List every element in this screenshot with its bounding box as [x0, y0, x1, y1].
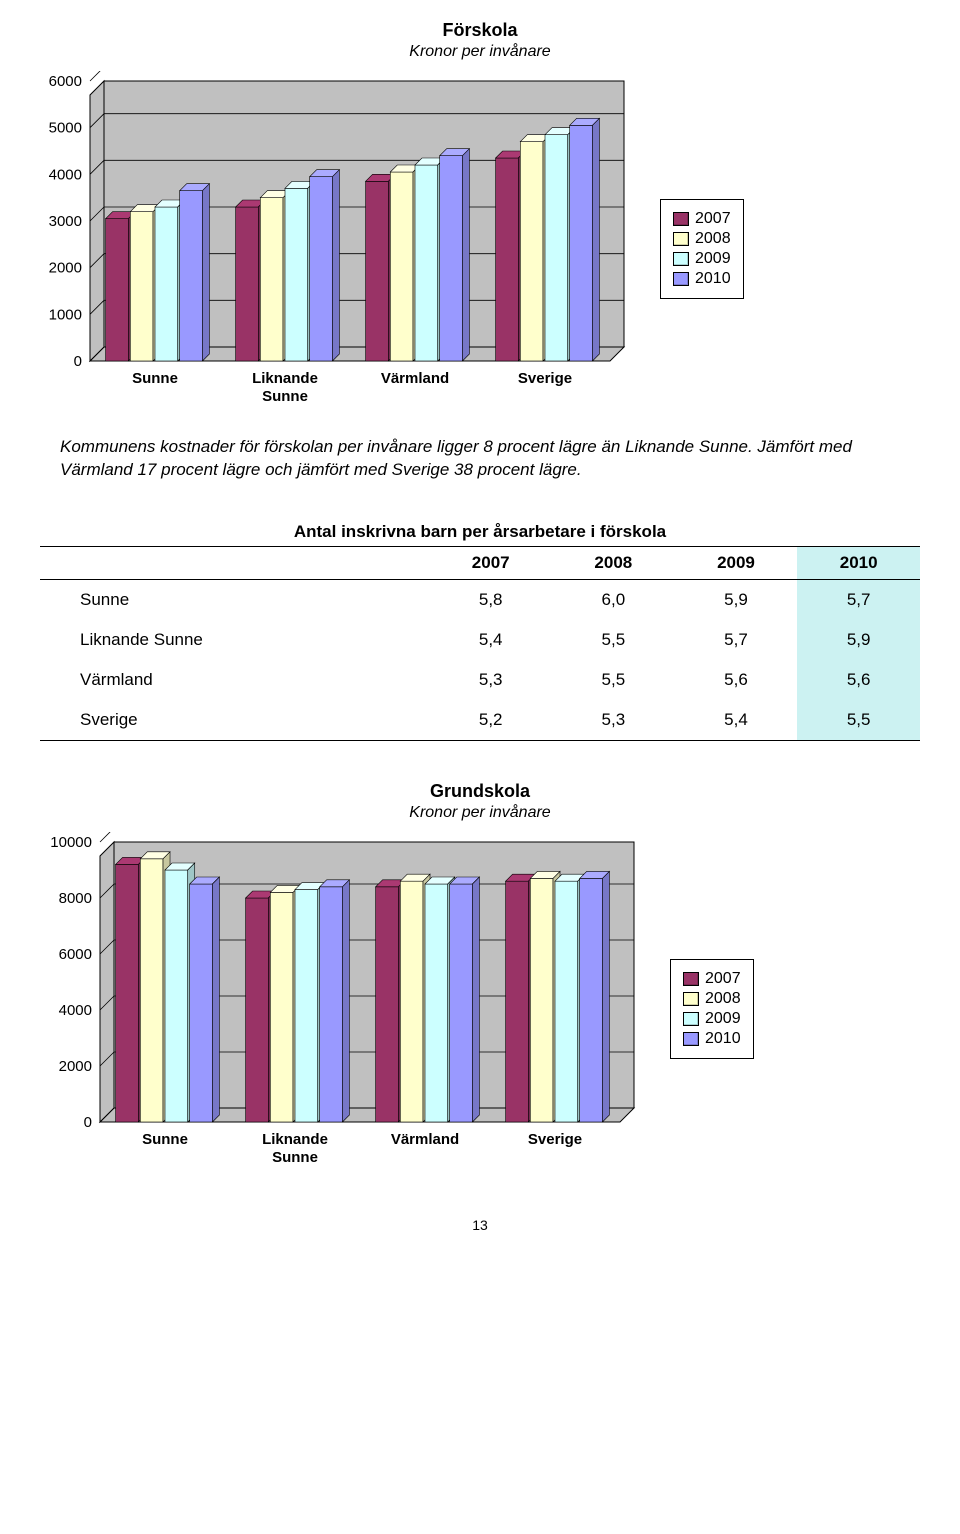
- svg-text:4000: 4000: [49, 166, 82, 183]
- chart2-subtitle: Kronor per invånare: [40, 804, 920, 822]
- legend-swatch: [673, 272, 689, 286]
- table-cell: 5,6: [797, 660, 920, 700]
- legend-swatch: [683, 972, 699, 986]
- table-row: Värmland5,35,55,65,6: [40, 660, 920, 700]
- svg-text:1000: 1000: [49, 306, 82, 323]
- chart2-title: Grundskola: [40, 781, 920, 802]
- legend-row: 2008: [683, 990, 741, 1008]
- table-rowlabel: Sunne: [40, 579, 429, 620]
- svg-text:3000: 3000: [49, 213, 82, 230]
- table-cell: 6,0: [552, 579, 675, 620]
- table-cell: 5,5: [552, 660, 675, 700]
- svg-text:0: 0: [74, 353, 82, 370]
- legend-label: 2009: [705, 1010, 741, 1028]
- legend-swatch: [673, 232, 689, 246]
- legend-row: 2010: [683, 1030, 741, 1048]
- svg-text:Sunne: Sunne: [132, 370, 178, 387]
- legend-swatch: [683, 1012, 699, 1026]
- svg-text:Liknande: Liknande: [252, 370, 318, 387]
- table-col-1: 2007: [429, 546, 552, 579]
- legend-swatch: [673, 212, 689, 226]
- svg-text:Liknande: Liknande: [262, 1131, 328, 1148]
- legend-row: 2009: [683, 1010, 741, 1028]
- legend-label: 2007: [705, 970, 741, 988]
- table-cell: 5,4: [675, 700, 798, 741]
- table-rowlabel: Liknande Sunne: [40, 620, 429, 660]
- svg-text:Sverige: Sverige: [518, 370, 572, 387]
- svg-text:Sunne: Sunne: [262, 388, 308, 405]
- svg-text:Värmland: Värmland: [391, 1131, 459, 1148]
- table-row: Sverige5,25,35,45,5: [40, 700, 920, 741]
- chart1-title: Förskola: [40, 20, 920, 41]
- svg-text:Sunne: Sunne: [142, 1131, 188, 1148]
- svg-text:5000: 5000: [49, 120, 82, 137]
- legend-row: 2007: [683, 970, 741, 988]
- table-cell: 5,7: [675, 620, 798, 660]
- table-cell: 5,7: [797, 579, 920, 620]
- svg-text:Sverige: Sverige: [528, 1131, 582, 1148]
- table-rowlabel: Sverige: [40, 700, 429, 741]
- table-cell: 5,3: [429, 660, 552, 700]
- svg-text:0: 0: [84, 1114, 92, 1131]
- data-table: Antal inskrivna barn per årsarbetare i f…: [40, 522, 920, 741]
- legend-swatch: [683, 1032, 699, 1046]
- legend-row: 2007: [673, 210, 731, 228]
- svg-text:Sunne: Sunne: [272, 1149, 318, 1166]
- legend-row: 2010: [673, 270, 731, 288]
- table-row: Sunne5,86,05,95,7: [40, 579, 920, 620]
- page-number: 13: [40, 1217, 920, 1233]
- chart1-legend: 2007 2008 2009 2010: [660, 199, 744, 299]
- legend-row: 2009: [673, 250, 731, 268]
- table-cell: 5,4: [429, 620, 552, 660]
- chart1-subtitle: Kronor per invånare: [40, 43, 920, 61]
- table-cell: 5,9: [797, 620, 920, 660]
- table-row: Liknande Sunne5,45,55,75,9: [40, 620, 920, 660]
- table-cell: 5,5: [552, 620, 675, 660]
- table-col-0: [40, 546, 429, 579]
- legend-label: 2010: [705, 1030, 741, 1048]
- table-cell: 5,5: [797, 700, 920, 741]
- legend-label: 2008: [695, 230, 731, 248]
- table-caption: Antal inskrivna barn per årsarbetare i f…: [40, 522, 920, 546]
- legend-swatch: [673, 252, 689, 266]
- svg-text:6000: 6000: [49, 73, 82, 90]
- svg-text:2000: 2000: [49, 260, 82, 277]
- table-cell: 5,9: [675, 579, 798, 620]
- table-cell: 5,3: [552, 700, 675, 741]
- description-paragraph: Kommunens kostnader för förskolan per in…: [60, 436, 900, 482]
- table-rowlabel: Värmland: [40, 660, 429, 700]
- svg-text:6000: 6000: [59, 946, 92, 963]
- table-col-3: 2009: [675, 546, 798, 579]
- chart1: 0100020003000400050006000SunneLiknandeSu…: [40, 71, 630, 426]
- table-col-4: 2010: [797, 546, 920, 579]
- chart2: 0200040006000800010000SunneLiknandeSunne…: [40, 832, 640, 1187]
- table-cell: 5,2: [429, 700, 552, 741]
- legend-label: 2007: [695, 210, 731, 228]
- svg-text:10000: 10000: [50, 834, 92, 851]
- legend-label: 2008: [705, 990, 741, 1008]
- svg-text:4000: 4000: [59, 1002, 92, 1019]
- table-cell: 5,8: [429, 579, 552, 620]
- svg-text:Värmland: Värmland: [381, 370, 449, 387]
- legend-label: 2009: [695, 250, 731, 268]
- legend-row: 2008: [673, 230, 731, 248]
- svg-text:8000: 8000: [59, 890, 92, 907]
- legend-swatch: [683, 992, 699, 1006]
- svg-text:2000: 2000: [59, 1058, 92, 1075]
- legend-label: 2010: [695, 270, 731, 288]
- table-col-2: 2008: [552, 546, 675, 579]
- table-cell: 5,6: [675, 660, 798, 700]
- chart2-legend: 2007 2008 2009 2010: [670, 959, 754, 1059]
